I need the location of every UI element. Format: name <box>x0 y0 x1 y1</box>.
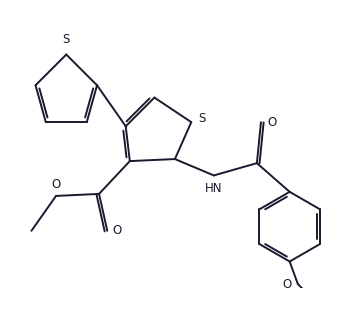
Text: O: O <box>267 116 276 129</box>
Text: O: O <box>282 279 292 291</box>
Text: O: O <box>52 178 61 191</box>
Text: S: S <box>63 33 70 46</box>
Text: S: S <box>199 112 206 125</box>
Text: O: O <box>112 224 121 237</box>
Text: HN: HN <box>205 181 223 195</box>
